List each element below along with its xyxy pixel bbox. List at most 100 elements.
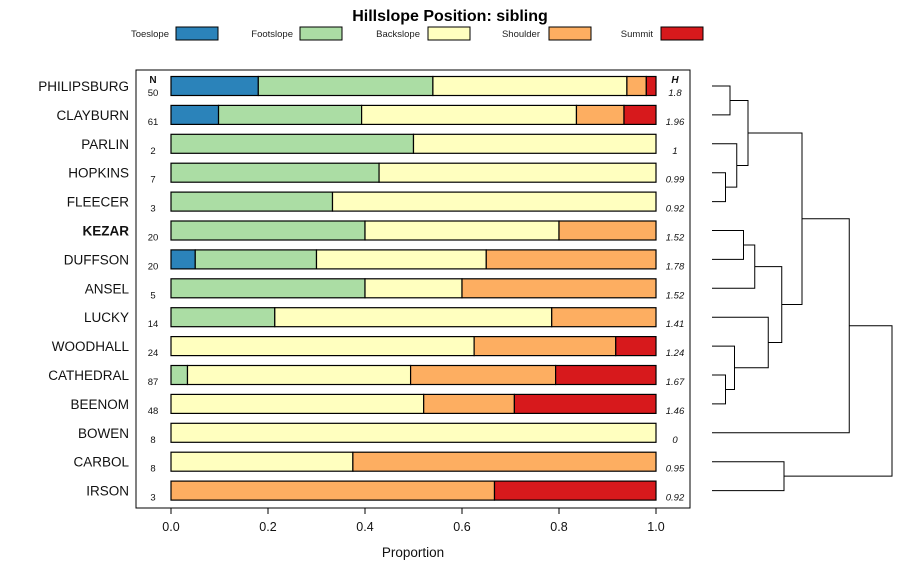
h-value-ansel: 1.52: [666, 290, 685, 301]
dendrogram-link-6: [712, 374, 726, 405]
bar-lucky-footslope: [170, 307, 276, 328]
bar-clayburn-toeslope: [170, 104, 220, 126]
bar-beenom-summit: [513, 393, 657, 414]
bar-fleecer-footslope: [170, 191, 334, 212]
x-tick-label-0: 0.0: [162, 520, 179, 534]
x-tick-label-5: 1.0: [647, 520, 664, 534]
n-value-fleecer: 3: [150, 204, 155, 215]
n-value-duffson: 20: [148, 261, 159, 272]
dendrogram-link-10: [748, 132, 803, 306]
h-value-irson: 0.92: [666, 493, 685, 504]
h-value-beenom: 1.46: [666, 406, 685, 417]
h-value-parlin: 1: [672, 146, 677, 157]
h-value-cathedral: 1.67: [666, 377, 685, 388]
bar-duffson-footslope: [194, 249, 318, 270]
dendrogram-link-0: [712, 85, 731, 116]
bar-bowen-backslope: [170, 422, 657, 443]
bar-kezar-footslope: [170, 220, 366, 241]
h-value-hopkins: 0.99: [666, 175, 685, 186]
n-value-woodhall: 24: [148, 348, 159, 359]
n-value-irson: 3: [150, 493, 155, 504]
bar-ansel-backslope: [364, 278, 463, 299]
x-tick-label-3: 0.6: [453, 520, 470, 534]
row-label-ansel: ANSEL: [85, 281, 130, 296]
h-value-fleecer: 0.92: [666, 204, 685, 215]
row-label-irson: IRSON: [86, 484, 129, 499]
row-label-duffson: DUFFSON: [64, 252, 129, 267]
legend-label-footslope: Footslope: [251, 29, 293, 40]
bar-fleecer-backslope: [331, 191, 657, 212]
legend-swatch-shoulder: [548, 26, 592, 41]
legend-label-shoulder: Shoulder: [502, 29, 540, 40]
dendrogram-link-2: [712, 143, 738, 188]
bar-woodhall-summit: [615, 336, 657, 357]
x-axis: 0.0 0.2 0.4 0.6 0.8 1.0: [162, 508, 665, 534]
legend-label-summit: Summit: [621, 29, 654, 40]
legend-label-backslope: Backslope: [376, 29, 420, 40]
bar-clayburn-footslope: [217, 104, 363, 126]
chart-title: Hillslope Position: sibling: [352, 8, 548, 25]
h-value-carbol: 0.95: [666, 464, 685, 475]
h-value-bowen: 0: [672, 435, 678, 446]
dendrogram: [712, 85, 893, 492]
n-value-ansel: 5: [150, 290, 155, 301]
x-tick-label-1: 0.2: [259, 520, 276, 534]
n-value-clayburn: 61: [148, 117, 159, 128]
bar-kezar-shoulder: [558, 220, 657, 241]
bar-beenom-shoulder: [423, 393, 515, 414]
h-value-clayburn: 1.96: [666, 117, 685, 128]
row-label-parlin: PARLIN: [81, 137, 129, 152]
dendrogram-link-4: [712, 230, 744, 260]
h-value-lucky: 1.41: [666, 319, 685, 330]
bar-parlin-backslope: [412, 133, 657, 154]
n-value-kezar: 20: [148, 233, 159, 244]
n-value-cathedral: 87: [148, 377, 159, 388]
bar-cathedral-shoulder: [409, 364, 557, 386]
dendrogram-link-12: [712, 218, 850, 434]
row-label-lucky: LUCKY: [84, 310, 129, 325]
row-label-cathedral: CATHEDRAL: [48, 368, 129, 383]
h-value-philipsburg: 1.8: [668, 88, 682, 99]
bar-philipsburg-footslope: [257, 75, 434, 97]
legend-swatch-footslope: [299, 26, 343, 41]
bar-philipsburg-toeslope: [170, 75, 259, 97]
n-value-lucky: 14: [148, 319, 159, 330]
row-label-beenom: BEENOM: [70, 397, 129, 412]
x-tick-label-2: 0.4: [356, 520, 373, 534]
plot-panel: [135, 69, 691, 509]
bar-philipsburg-backslope: [432, 75, 628, 97]
bar-clayburn-summit: [623, 104, 657, 126]
dendrogram-link-7: [712, 345, 735, 390]
x-axis-title: Proportion: [382, 545, 444, 560]
dendrogram-link-3: [730, 99, 749, 166]
row-label-philipsburg: PHILIPSBURG: [38, 79, 129, 94]
bar-woodhall-backslope: [170, 336, 475, 357]
bar-cathedral-footslope: [170, 364, 189, 386]
h-value-kezar: 1.52: [666, 233, 685, 244]
bar-parlin-footslope: [170, 133, 415, 154]
bar-lucky-shoulder: [551, 307, 657, 328]
dendrogram-link-8: [712, 316, 769, 369]
legend-label-toeslope: Toeslope: [131, 29, 169, 40]
n-value-philipsburg: 50: [148, 88, 159, 99]
row-label-bowen: BOWEN: [78, 426, 129, 441]
bar-kezar-backslope: [364, 220, 560, 241]
n-value-beenom: 48: [148, 406, 159, 417]
row-label-hopkins: HOPKINS: [68, 166, 129, 181]
dendrogram-link-13: [784, 325, 893, 477]
bar-philipsburg-summit: [645, 75, 657, 97]
bar-hopkins-footslope: [170, 162, 380, 183]
x-tick-label-4: 0.8: [550, 520, 567, 534]
bar-irson-summit: [493, 480, 657, 501]
bar-duffson-shoulder: [485, 249, 657, 270]
bar-lucky-backslope: [274, 307, 553, 328]
legend-swatch-toeslope: [175, 26, 219, 41]
n-value-parlin: 2: [150, 146, 155, 157]
bar-cathedral-backslope: [186, 364, 412, 386]
row-label-kezar: KEZAR: [83, 224, 130, 239]
h-value-woodhall: 1.24: [666, 348, 685, 359]
bar-duffson-backslope: [315, 249, 487, 270]
legend: Toeslope Footslope Backslope Shoulder Summit: [131, 26, 704, 41]
